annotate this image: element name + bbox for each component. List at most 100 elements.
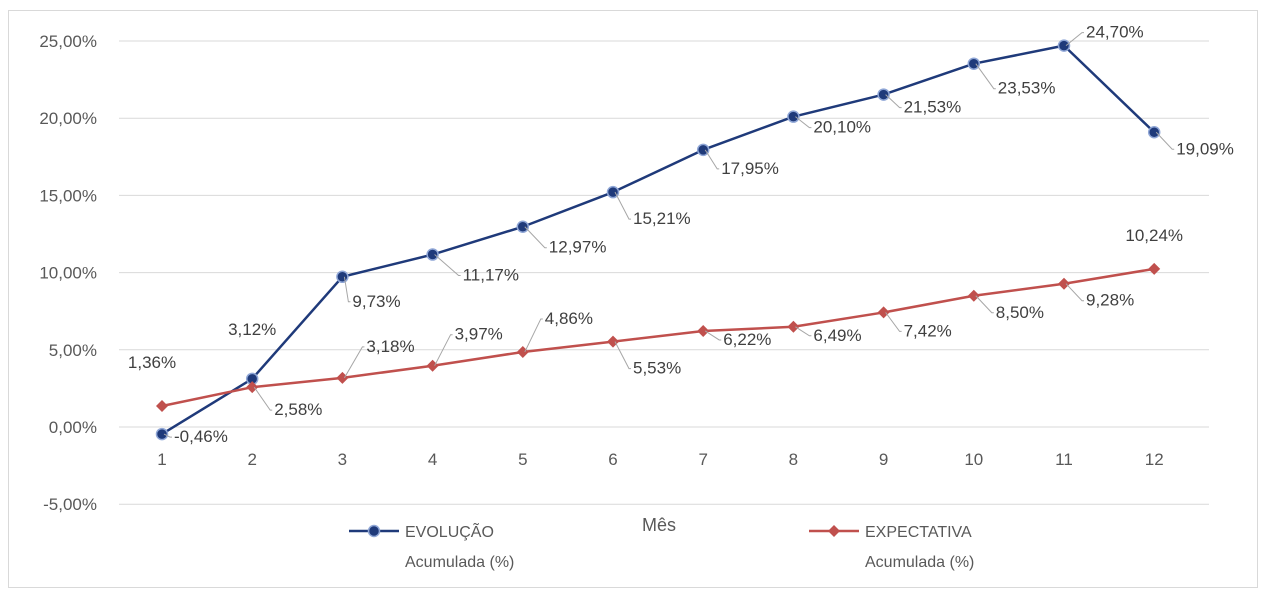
data-point [606,185,620,199]
leader-line [614,191,631,220]
y-tick-label: -5,00% [43,495,97,514]
data-label: 3,97% [455,325,503,344]
leader-line [795,326,812,337]
data-label: 6,49% [813,326,861,345]
leader-line [704,149,720,170]
data-point [516,220,530,233]
y-tick-label: 25,00% [39,32,97,51]
leader-line [614,341,631,370]
data-point [155,427,169,441]
series-line-1 [161,44,1156,436]
data-label: 2,58% [274,400,322,419]
data-point [877,88,890,101]
leader-line [885,312,902,332]
data-point [1058,277,1070,290]
y-tick-label: 0,00% [49,418,97,437]
leader-line [1065,283,1084,302]
y-tick-label: 20,00% [39,109,97,128]
chart-container: 25,00% 20,00% 15,00% 10,00% 5,00% 0,00% -5,00%… [8,10,1258,588]
legend: EVOLUÇÃO Acumulada (%) EXPECTATIVA Acumulad… [349,521,974,571]
line-chart: 25,00% 20,00% 15,00% 10,00% 5,00% 0,00% -5,00%… [39,23,1234,571]
x-tick-label: 3 [338,450,347,469]
leader-line [524,226,547,249]
legend-label-sub: Acumulada (%) [405,554,514,571]
data-label: 23,53% [998,79,1056,98]
leader-line [434,254,461,277]
data-point [967,289,980,302]
data-labels: -0,46% 3,12% 9,73% 11,17% 12,97% 15,21% 17,95%… [128,23,1234,446]
data-label: 9,28% [1086,291,1134,310]
data-label: 21,53% [904,98,962,117]
leader-line [343,276,351,303]
y-tick-label: 10,00% [39,264,97,283]
data-point [336,270,349,284]
x-tick-label: 11 [1055,450,1073,469]
x-tick-label: 8 [789,450,798,469]
data-label: 12,97% [549,238,607,257]
data-point [426,248,439,261]
data-label: 20,10% [813,118,871,137]
data-point [246,381,259,394]
y-axis-ticks: 25,00% 20,00% 15,00% 10,00% 5,00% 0,00% -5,00% [39,32,97,514]
leader-line [163,433,172,438]
legend-marker [828,525,840,537]
data-point [696,143,710,157]
data-label: 15,21% [633,209,691,228]
data-point [877,306,890,319]
x-tick-label: 10 [964,450,983,469]
data-point [787,110,800,123]
data-point [1147,126,1161,139]
legend-label-sub: Acumulada (%) [865,554,974,571]
data-label: 11,17% [463,266,519,285]
x-tick-label: 9 [879,450,888,469]
series-layer [155,39,1161,441]
y-tick-label: 5,00% [49,341,97,360]
data-label: 3,18% [366,337,414,356]
x-tick-label: 2 [247,450,256,469]
data-label: 8,50% [996,303,1044,322]
leader-line [434,334,453,366]
leader-line [1155,131,1175,150]
data-label: 1,36% [128,353,176,372]
y-tick-label: 15,00% [39,186,97,205]
x-tick-label: 7 [698,450,707,469]
x-axis-title: Mês [642,515,676,535]
leader-line [524,318,543,353]
leader-line [253,386,273,411]
data-point [1057,39,1071,52]
data-point [787,320,800,333]
data-label: 24,70% [1086,23,1144,42]
data-point [697,324,710,337]
leader-line [975,63,996,90]
data-point [1148,262,1161,275]
x-tick-label: 4 [428,450,437,469]
x-axis-ticks: 1 2 3 4 5 6 7 8 9 10 11 12 [157,450,1163,469]
leader-line [1065,32,1084,47]
leader-line [975,295,994,314]
leader-line [885,94,902,109]
data-point [967,57,981,70]
data-label: 10,24% [1125,226,1183,245]
leader-line [704,330,722,341]
data-label: 7,42% [904,321,952,340]
leader-line [795,116,812,129]
x-tick-label: 12 [1145,450,1164,469]
data-label: -0,46% [174,427,228,446]
x-tick-label: 5 [518,450,527,469]
data-point [336,371,349,384]
x-tick-label: 1 [157,450,166,469]
data-label: 17,95% [721,159,779,178]
x-tick-label: 6 [608,450,617,469]
data-label: 4,86% [545,309,593,328]
data-label: 5,53% [633,359,681,378]
gridlines [119,40,1209,505]
leader-line [343,346,365,379]
data-point [156,400,168,413]
data-label: 19,09% [1176,139,1234,158]
series-line-2 [161,267,1155,408]
data-label: 6,22% [723,330,771,349]
data-label: 3,12% [228,320,276,339]
data-label: 9,73% [352,292,400,311]
legend-marker [367,524,381,538]
legend-label: EVOLUÇÃO [405,521,494,541]
